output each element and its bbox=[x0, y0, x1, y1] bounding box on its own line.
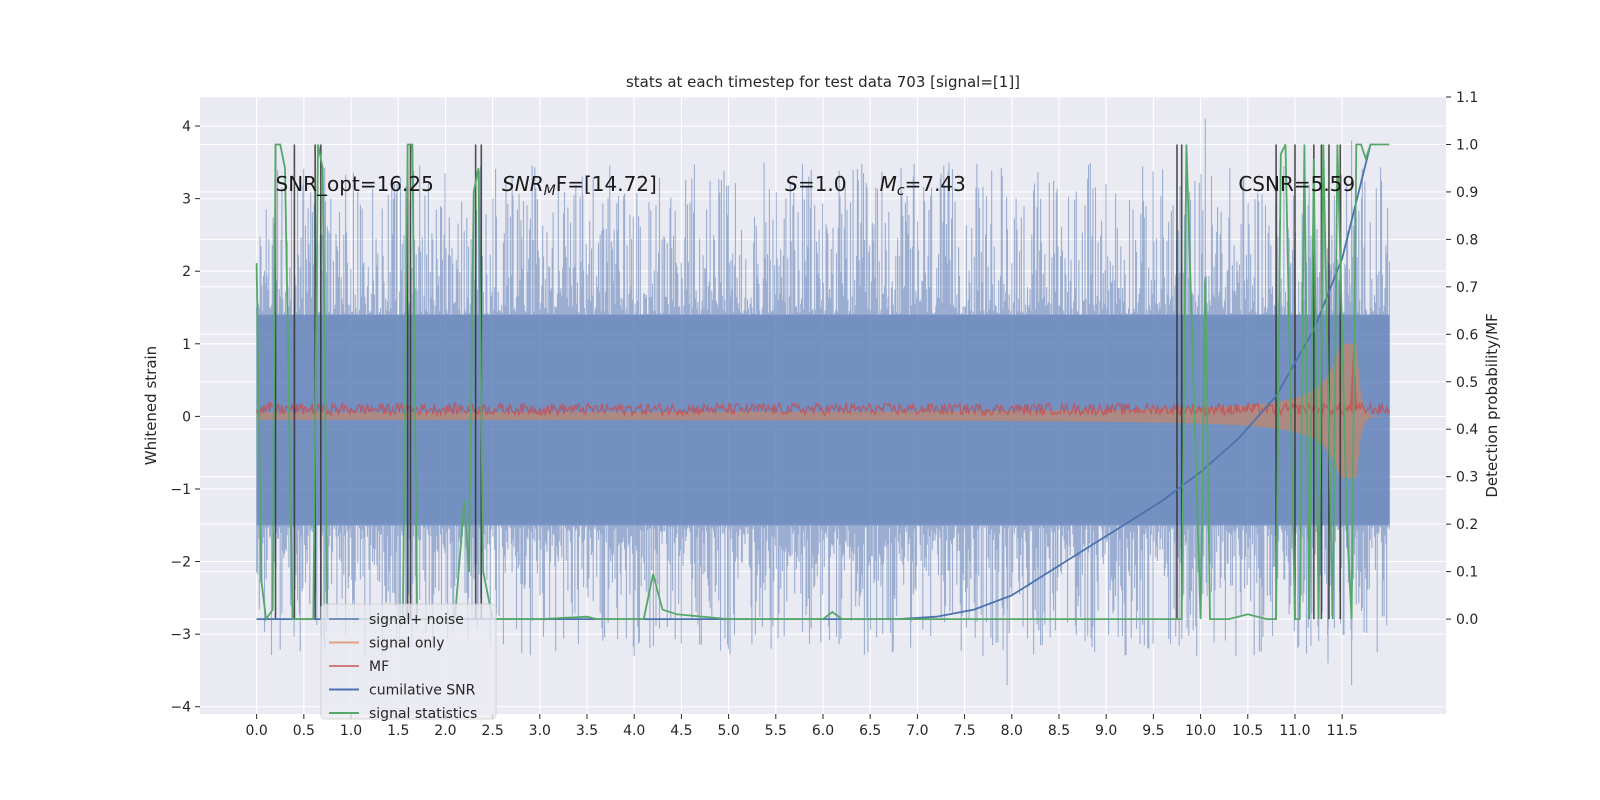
y2-axis-label: Detection probability/MF bbox=[1483, 313, 1501, 497]
y2-tick-label: 0.9 bbox=[1456, 185, 1478, 201]
y-tick-label: 3 bbox=[182, 192, 191, 208]
y2-tick-label: 0.0 bbox=[1456, 612, 1478, 628]
x-tick-label: 10.0 bbox=[1185, 723, 1216, 739]
x-tick-label: 1.5 bbox=[387, 723, 409, 739]
x-tick-label: 1.0 bbox=[340, 723, 362, 739]
x-tick-label: 2.5 bbox=[481, 723, 503, 739]
x-tick-label: 7.0 bbox=[906, 723, 928, 739]
x-tick-label: 8.5 bbox=[1048, 723, 1070, 739]
x-tick-label: 3.5 bbox=[576, 723, 598, 739]
chart-title: stats at each timestep for test data 703… bbox=[626, 73, 1020, 91]
axis-ticks: 0.0 0.5 1.0 1.5 2.0 2.5 3.0 3.5 4.0 4.5 5.0 5.5 6.0 6… bbox=[170, 90, 1478, 739]
x-tick-label: 9.5 bbox=[1142, 723, 1164, 739]
y2-tick-label: 0.7 bbox=[1456, 280, 1478, 296]
annotation-text: Mc=7.43 bbox=[880, 172, 966, 199]
y2-tick-label: 1.1 bbox=[1456, 90, 1478, 106]
y-tick-label: −1 bbox=[170, 482, 191, 498]
legend-label: MF bbox=[369, 659, 389, 675]
y2-tick-label: 0.3 bbox=[1456, 470, 1478, 486]
x-tick-label: 6.5 bbox=[859, 723, 881, 739]
y-tick-label: −2 bbox=[170, 555, 191, 571]
x-tick-label: 11.0 bbox=[1279, 723, 1310, 739]
signal-statistics-line bbox=[255, 143, 1390, 622]
x-tick-label: 2.0 bbox=[434, 723, 456, 739]
mf-line bbox=[255, 400, 1391, 418]
x-tick-label: 5.0 bbox=[717, 723, 739, 739]
y2-tick-label: 0.6 bbox=[1456, 327, 1478, 343]
annotation-text: SNRMF=[14.72] bbox=[502, 172, 657, 199]
legend-label: signal+ noise bbox=[369, 612, 464, 628]
y-tick-label: −4 bbox=[170, 700, 191, 716]
x-tick-label: 10.5 bbox=[1232, 723, 1263, 739]
y-tick-label: 2 bbox=[182, 264, 191, 280]
x-tick-label: 0.0 bbox=[246, 723, 268, 739]
cumulative-snr-line bbox=[256, 144, 1372, 620]
legend-label: signal statistics bbox=[369, 706, 477, 722]
legend: signal+ noise signal only MF cumilative SNR… bbox=[320, 603, 497, 722]
y-tick-label: −3 bbox=[170, 627, 191, 643]
x-tick-label: 11.5 bbox=[1327, 723, 1358, 739]
x-tick-label: 4.5 bbox=[670, 723, 692, 739]
x-tick-label: 9.0 bbox=[1095, 723, 1117, 739]
legend-label: signal only bbox=[369, 636, 444, 652]
y2-tick-label: 0.4 bbox=[1456, 422, 1478, 438]
y2-tick-label: 0.2 bbox=[1456, 517, 1478, 533]
y2-tick-label: 0.8 bbox=[1456, 232, 1478, 248]
x-tick-label: 3.0 bbox=[529, 723, 551, 739]
y-tick-label: 0 bbox=[182, 409, 191, 425]
x-tick-label: 0.5 bbox=[293, 723, 315, 739]
annotation-text: SNR_opt=16.25 bbox=[276, 172, 434, 196]
x-tick-label: 8.0 bbox=[1001, 723, 1023, 739]
plot-area: 0.0 0.5 1.0 1.5 2.0 2.5 3.0 3.5 4.0 4.5 5.0 5.5 6.0 6… bbox=[170, 90, 1478, 739]
annotations: SNR_opt=16.25 SNRMF=[14.72] S=1.0 Mc=7.43 CS… bbox=[276, 172, 1356, 199]
legend-box bbox=[320, 603, 497, 720]
y2-tick-label: 1.0 bbox=[1456, 137, 1478, 153]
x-tick-label: 5.5 bbox=[765, 723, 787, 739]
y2-tick-label: 0.1 bbox=[1456, 565, 1478, 581]
annotation-text: CSNR=5.59 bbox=[1238, 172, 1355, 196]
x-tick-label: 6.0 bbox=[812, 723, 834, 739]
y-axis-label: Whitened strain bbox=[142, 346, 160, 465]
y-tick-label: 1 bbox=[182, 337, 191, 353]
x-tick-label: 7.5 bbox=[953, 723, 975, 739]
y-tick-label: 4 bbox=[182, 119, 191, 135]
legend-label: cumilative SNR bbox=[369, 683, 476, 699]
annotation-text: S=1.0 bbox=[785, 172, 846, 196]
x-tick-label: 4.0 bbox=[623, 723, 645, 739]
y2-tick-label: 0.5 bbox=[1456, 375, 1478, 391]
